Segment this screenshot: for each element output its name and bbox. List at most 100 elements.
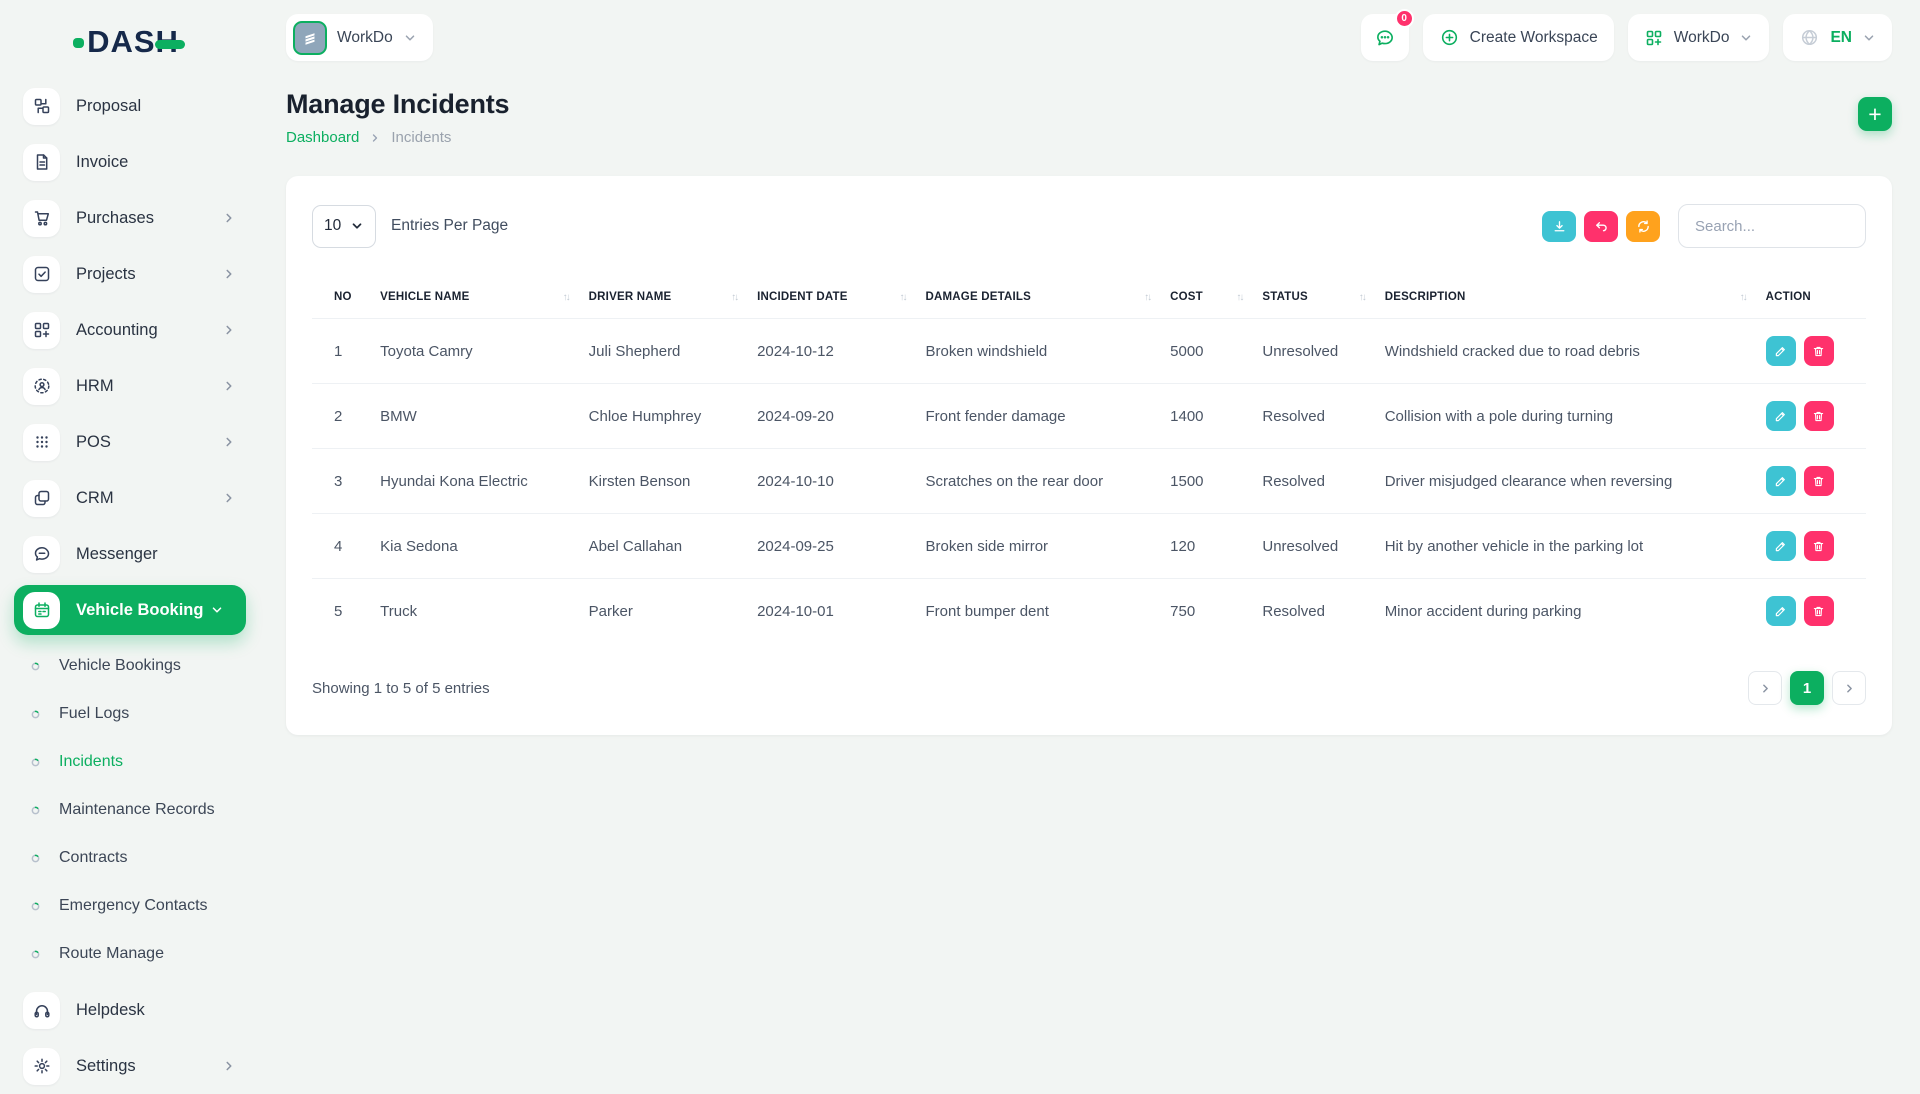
bullet-icon (29, 660, 42, 673)
delete-button[interactable] (1803, 401, 1834, 431)
sidebar-item-helpdesk[interactable]: Helpdesk (23, 982, 258, 1038)
sidebar-item-projects[interactable]: Projects (23, 246, 258, 302)
pagination: 1 (1748, 671, 1866, 705)
pagination-next-button[interactable] (1832, 671, 1866, 705)
sidebar-item-label: HRM (76, 376, 114, 395)
messages-button[interactable]: 0 (1360, 9, 1414, 61)
sidebar-item-label: Projects (76, 264, 136, 283)
user-menu[interactable]: WorkDo (1627, 14, 1770, 61)
sidebar-item-purchases[interactable]: Purchases (23, 190, 258, 246)
sidebar-item-settings[interactable]: Settings (23, 1038, 258, 1094)
sidebar-item-accounting[interactable]: Accounting (23, 302, 258, 358)
delete-button[interactable] (1803, 466, 1834, 496)
app-logo: DASH (0, 16, 258, 68)
sidebar-item-proposal[interactable]: Proposal (23, 78, 258, 134)
entries-per-page-select[interactable]: 10 (312, 204, 376, 248)
pencil-icon (1773, 604, 1788, 619)
sort-icon[interactable]: ↑↓ (562, 291, 571, 303)
sidebar-subitem-vehicle-bookings[interactable]: Vehicle Bookings (23, 642, 258, 690)
cell-driver-name: Parker (578, 578, 748, 643)
sort-icon[interactable]: ↑↓ (1236, 291, 1244, 303)
edit-button[interactable] (1765, 401, 1796, 431)
cell-no: 1 (312, 318, 371, 384)
sort-icon[interactable]: ↑↓ (899, 291, 908, 303)
create-workspace-button[interactable]: Create Workspace (1422, 14, 1614, 61)
sort-icon[interactable]: ↑↓ (1739, 291, 1748, 303)
sidebar-subitem-route-manage[interactable]: Route Manage (23, 930, 258, 978)
sort-icon[interactable]: ↑↓ (731, 291, 739, 303)
cell-description: Windshield cracked due to road debris (1374, 318, 1756, 384)
cell-incident-date: 2024-10-01 (747, 578, 916, 643)
edit-button[interactable] (1765, 596, 1796, 626)
edit-button[interactable] (1765, 531, 1796, 561)
sidebar-item-vehicle-booking[interactable]: Vehicle Booking (14, 585, 246, 635)
cell-no: 4 (312, 513, 371, 579)
chevron-down-icon (350, 219, 364, 233)
column-header-vehicle-name[interactable]: VEHICLE NAME ↑↓ (380, 291, 571, 303)
cell-incident-date: 2024-10-10 (747, 448, 916, 514)
column-header-action: ACTION (1765, 291, 1811, 303)
table-controls: 10 Entries Per Page (312, 204, 1866, 248)
refresh-button[interactable] (1626, 210, 1660, 242)
sidebar-subitem-incidents[interactable]: Incidents (23, 738, 258, 786)
accounting-icon (23, 311, 60, 349)
cell-incident-date: 2024-09-25 (747, 513, 916, 579)
undo-icon (1593, 218, 1610, 235)
workspace-switcher[interactable]: WorkDo (286, 14, 433, 61)
purchases-icon (23, 199, 60, 237)
logo-accent-bar (154, 39, 185, 49)
trash-icon (1811, 604, 1826, 619)
topbar: WorkDo 0 Create Workspace WorkDo (286, 9, 1892, 61)
sidebar-item-pos[interactable]: POS (23, 414, 258, 470)
sidebar-subitem-fuel-logs[interactable]: Fuel Logs (23, 690, 258, 738)
sidebar-item-label: Invoice (76, 152, 129, 171)
cell-description: Driver misjudged clearance when reversin… (1374, 448, 1756, 514)
sidebar-subitem-emergency-contacts[interactable]: Emergency Contacts (23, 882, 258, 930)
bullet-icon (29, 804, 42, 817)
chevron-right-icon (222, 211, 236, 225)
page-header: Manage Incidents Dashboard Incidents + (286, 89, 1892, 146)
projects-icon (23, 255, 60, 293)
sidebar-subitem-label: Maintenance Records (59, 801, 215, 818)
sort-icon[interactable]: ↑↓ (1144, 291, 1152, 303)
sidebar-item-messenger[interactable]: Messenger (23, 526, 258, 582)
cell-cost: 1400 (1160, 383, 1253, 449)
cell-cost: 120 (1160, 513, 1253, 579)
sidebar-item-hrm[interactable]: HRM (23, 358, 258, 414)
add-incident-button[interactable]: + (1858, 97, 1892, 131)
table-row: 2 BMW Chloe Humphrey 2024-09-20 Front fe… (312, 383, 1866, 449)
workspace-building-icon (293, 20, 327, 55)
column-header-description[interactable]: DESCRIPTION ↑↓ (1384, 291, 1748, 303)
edit-button[interactable] (1765, 466, 1796, 496)
delete-button[interactable] (1803, 336, 1834, 366)
sidebar-subitem-label: Vehicle Bookings (59, 657, 181, 674)
pagination-prev-button[interactable] (1748, 671, 1782, 705)
cell-description: Minor accident during parking (1374, 578, 1756, 643)
globe-icon (1799, 27, 1820, 48)
export-download-button[interactable] (1542, 210, 1576, 242)
table-footer: Showing 1 to 5 of 5 entries 1 (312, 671, 1866, 705)
pagination-page-1-button[interactable]: 1 (1790, 671, 1824, 705)
cell-status: Resolved (1252, 578, 1375, 643)
cell-cost: 750 (1160, 578, 1253, 643)
column-header-incident-date[interactable]: INCIDENT DATE ↑↓ (757, 291, 908, 303)
search-input[interactable] (1678, 204, 1866, 248)
sidebar-subitem-maintenance-records[interactable]: Maintenance Records (23, 786, 258, 834)
column-header-driver-name[interactable]: DRIVER NAME ↑↓ (588, 291, 739, 303)
delete-button[interactable] (1803, 531, 1834, 561)
chevron-right-icon (369, 132, 381, 144)
sidebar-subitem-contracts[interactable]: Contracts (23, 834, 258, 882)
sidebar-item-label: Accounting (76, 320, 158, 339)
delete-button[interactable] (1803, 596, 1834, 626)
language-selector[interactable]: EN (1783, 14, 1892, 61)
edit-button[interactable] (1765, 336, 1796, 366)
sort-icon[interactable]: ↑↓ (1358, 291, 1367, 303)
breadcrumb-dashboard-link[interactable]: Dashboard (286, 129, 360, 146)
column-header-damage-details[interactable]: DAMAGE DETAILS ↑↓ (925, 291, 1153, 303)
column-header-cost[interactable]: COST ↑↓ (1170, 291, 1244, 303)
undo-button[interactable] (1584, 210, 1618, 242)
sidebar-item-invoice[interactable]: Invoice (23, 134, 258, 190)
topbar-actions: 0 Create Workspace WorkDo EN (1360, 9, 1892, 61)
sidebar-item-crm[interactable]: CRM (23, 470, 258, 526)
column-header-status[interactable]: STATUS ↑↓ (1262, 291, 1367, 303)
